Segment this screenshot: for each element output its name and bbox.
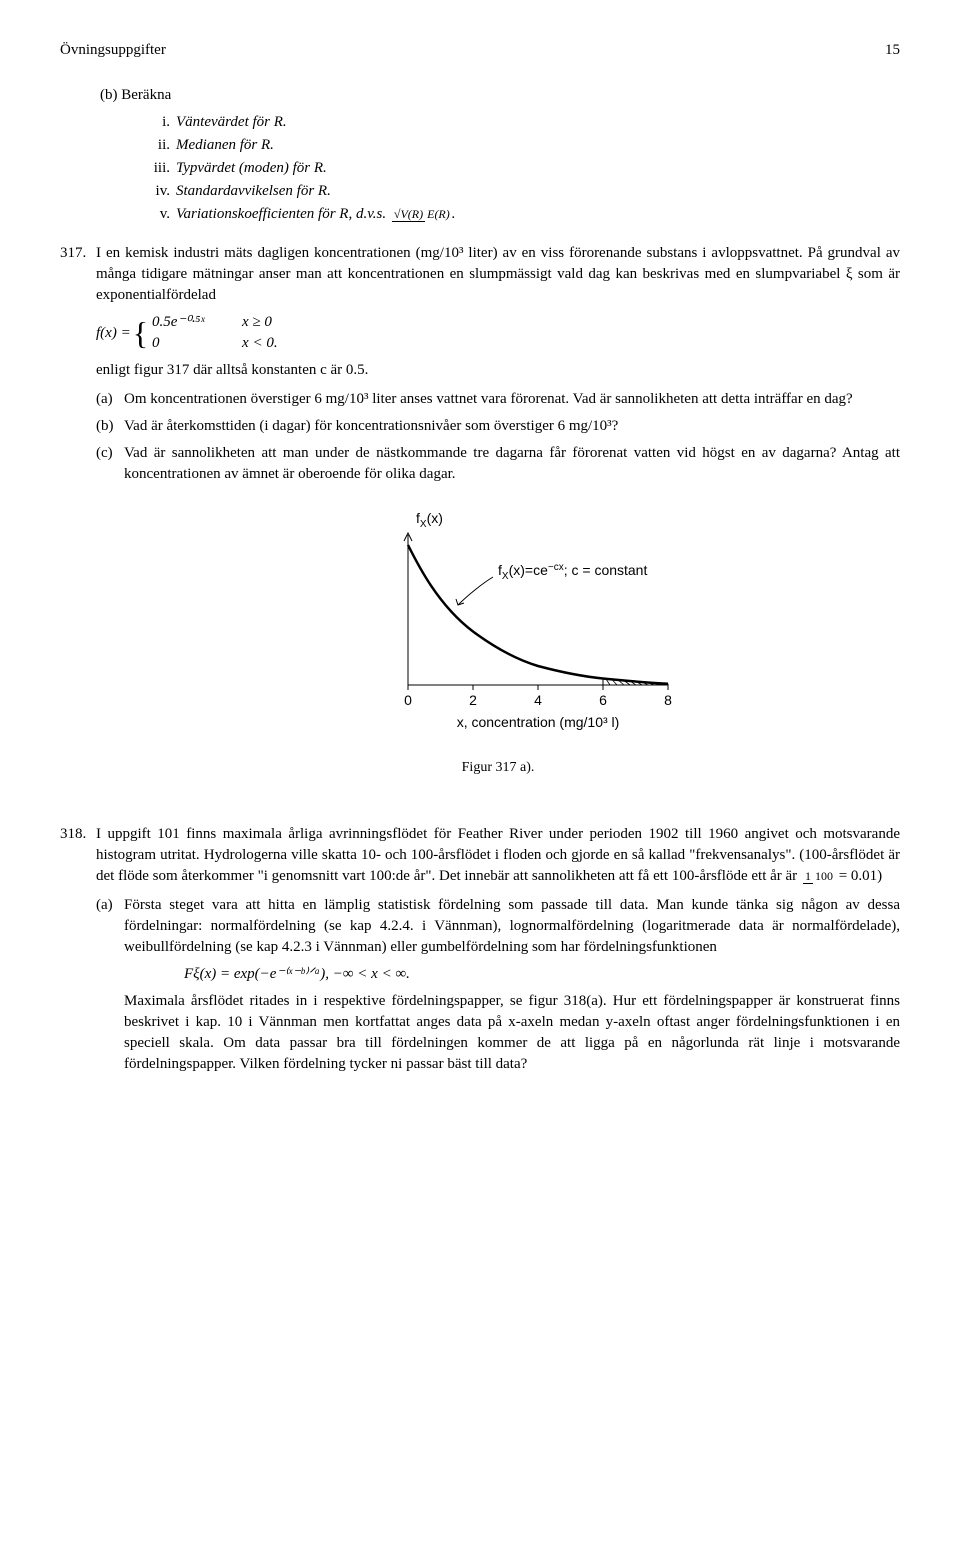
p317-c-text: Vad är sannolikheten att man under de nä… <box>124 443 900 485</box>
roman-item-i: i. Väntevärdet för R. <box>142 112 900 133</box>
roman-item-ii: ii. Medianen för R. <box>142 135 900 156</box>
problem-318: 318. I uppgift 101 finns maximala årliga… <box>60 824 900 1081</box>
p317-sublist: (a) Om koncentrationen överstiger 6 mg/1… <box>96 389 900 485</box>
xtick-label-8: 8 <box>664 692 672 708</box>
roman-text: Variationskoefficienten för R, d.v.s. √V… <box>176 204 456 225</box>
p317-b-text: Vad är återkomsttiden (i dagar) för konc… <box>124 416 900 437</box>
section-b: (b) Beräkna <box>100 85 900 106</box>
b-intro: Beräkna <box>121 87 171 103</box>
p317-b: (b) Vad är återkomsttiden (i dagar) för … <box>96 416 900 437</box>
p318-para1: I uppgift 101 finns maximala årliga avri… <box>96 826 900 884</box>
p318-a: (a) Första steget vara att hitta en lämp… <box>96 895 900 1075</box>
xtick-label-0: 0 <box>404 692 412 708</box>
piece2-expr: 0 <box>152 333 242 354</box>
problem-body: I en kemisk industri mäts dagligen konce… <box>96 243 900 806</box>
xtick-label-2: 2 <box>469 692 477 708</box>
problem-number: 318. <box>60 824 96 1081</box>
piece-rows: 0.5e⁻⁰·⁵ˣ x ≥ 0 0 x < 0. <box>152 312 278 354</box>
p317-a: (a) Om koncentrationen överstiger 6 mg/1… <box>96 389 900 410</box>
p318-para1-suffix: = 0.01) <box>835 868 882 884</box>
piece1-cond: x ≥ 0 <box>242 312 272 333</box>
piecewise-fn: f(x) = { 0.5e⁻⁰·⁵ˣ x ≥ 0 0 x < 0. <box>96 312 900 354</box>
gumbel-formula: Fξ(x) = exp(−e⁻⁽ˣ⁻ᵇ⁾ᐟᵃ), −∞ < x < ∞. <box>184 964 900 985</box>
v-frac-den: E(R) <box>425 207 452 221</box>
figure-317: fX(x) 0 2 4 6 8 <box>96 505 900 778</box>
problem-body: I uppgift 101 finns maximala årliga avri… <box>96 824 900 1081</box>
piece1-expr: 0.5e⁻⁰·⁵ˣ <box>152 312 242 333</box>
exponential-chart: fX(x) 0 2 4 6 8 <box>308 505 688 745</box>
figure-caption: Figur 317 a). <box>308 758 688 778</box>
p318-frac-num: 1 <box>803 869 813 884</box>
roman-num: v. <box>142 204 170 225</box>
roman-text: Typvärdet (moden) för R. <box>176 158 327 179</box>
roman-item-iii: iii. Typvärdet (moden) för R. <box>142 158 900 179</box>
brace-icon: { <box>133 317 148 349</box>
p318-frac-den: 100 <box>813 869 835 883</box>
v-frac-num: √V(R) <box>392 207 425 222</box>
roman-item-v: v. Variationskoefficienten för R, d.v.s.… <box>142 204 900 225</box>
v-prefix: Variationskoefficienten för R, d.v.s. <box>176 206 390 222</box>
p318-a-p1: Första steget vara att hitta en lämplig … <box>124 897 900 955</box>
v-fraction: √V(R)E(R) <box>392 208 452 221</box>
p317-para1: I en kemisk industri mäts dagligen konce… <box>96 245 900 303</box>
roman-num: iii. <box>142 158 170 179</box>
curve-annotation: fX(x)=ce−cx; c = constant <box>498 562 647 582</box>
p317-para2: enligt figur 317 där alltså konstanten c… <box>96 360 900 381</box>
problem-317: 317. I en kemisk industri mäts dagligen … <box>60 243 900 806</box>
b-label: (b) <box>100 87 118 103</box>
xlabel: x, concentration (mg/10³ l) <box>457 714 620 730</box>
roman-text: Standardavvikelsen för R. <box>176 181 331 202</box>
roman-text: Medianen för R. <box>176 135 274 156</box>
piece-row-2: 0 x < 0. <box>152 333 278 354</box>
piece-row-1: 0.5e⁻⁰·⁵ˣ x ≥ 0 <box>152 312 278 333</box>
roman-item-iv: iv. Standardavvikelsen för R. <box>142 181 900 202</box>
header-left: Övningsuppgifter <box>60 40 166 61</box>
problem-number: 317. <box>60 243 96 806</box>
xtick-label-4: 4 <box>534 692 542 708</box>
roman-num: i. <box>142 112 170 133</box>
sub-label-c: (c) <box>96 443 124 485</box>
xtick-label-6: 6 <box>599 692 607 708</box>
piecewise-lhs: f(x) = <box>96 323 131 344</box>
header-right: 15 <box>885 40 900 61</box>
roman-num: iv. <box>142 181 170 202</box>
p317-a-text: Om koncentrationen överstiger 6 mg/10³ l… <box>124 389 900 410</box>
sub-label-a: (a) <box>96 895 124 1075</box>
page-header: Övningsuppgifter 15 <box>60 40 900 61</box>
p318-fraction: 1100 <box>803 870 835 883</box>
roman-list: i. Väntevärdet för R. ii. Medianen för R… <box>142 112 900 225</box>
piece2-cond: x < 0. <box>242 333 278 354</box>
ylabel: fX(x) <box>416 510 443 530</box>
sub-label-b: (b) <box>96 416 124 437</box>
v-suffix: . <box>452 206 456 222</box>
figure-inner: fX(x) 0 2 4 6 8 <box>308 505 688 778</box>
p317-c: (c) Vad är sannolikheten att man under d… <box>96 443 900 485</box>
p318-a-p2: Maximala årsflödet ritades in i respekti… <box>124 993 900 1072</box>
sub-label-a: (a) <box>96 389 124 410</box>
p318-sublist: (a) Första steget vara att hitta en lämp… <box>96 895 900 1075</box>
annotation-arrow <box>458 577 493 605</box>
roman-text: Väntevärdet för R. <box>176 112 287 133</box>
roman-num: ii. <box>142 135 170 156</box>
p318-a-text: Första steget vara att hitta en lämplig … <box>124 895 900 1075</box>
